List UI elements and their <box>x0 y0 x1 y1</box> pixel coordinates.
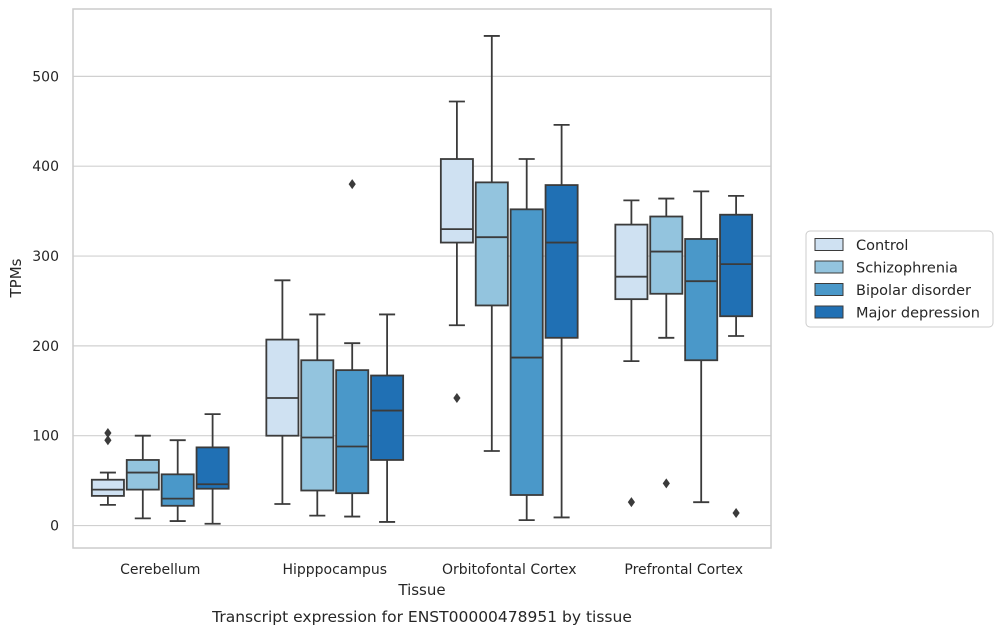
iqr-box <box>90 478 125 497</box>
box <box>90 428 125 506</box>
iqr-box <box>335 369 370 495</box>
outlier-point <box>453 392 461 403</box>
box <box>684 190 719 504</box>
outlier-point <box>662 478 670 489</box>
box <box>265 279 300 505</box>
y-tick-label: 500 <box>32 69 59 85</box>
iqr-box <box>439 158 474 244</box>
iqr-box <box>160 473 195 507</box>
boxes <box>90 35 754 525</box>
legend-label: Bipolar disorder <box>856 283 971 299</box>
box <box>544 123 579 519</box>
box <box>300 313 335 517</box>
box <box>474 35 509 452</box>
iqr-box <box>300 359 335 492</box>
x-tick-label: Prefrontal Cortex <box>624 562 743 578</box>
legend-label: Control <box>856 238 908 254</box>
y-tick-label: 200 <box>32 339 59 355</box>
box <box>335 179 370 518</box>
box <box>719 194 754 518</box>
box <box>649 197 684 489</box>
box <box>195 413 230 525</box>
iqr-box <box>614 223 649 301</box>
iqr-box <box>195 446 230 490</box>
iqr-box <box>684 238 719 362</box>
iqr-box <box>649 215 684 295</box>
iqr-box <box>719 213 754 318</box>
outlier-point <box>104 435 112 446</box>
outlier-point <box>104 428 112 439</box>
iqr-box <box>125 459 160 491</box>
box <box>439 100 474 403</box>
x-axis-title: Tissue <box>397 581 445 599</box>
box <box>509 158 544 522</box>
iqr-box <box>474 181 509 307</box>
x-tick-labels: Cerebellum Hipppocampus Orbitofontal Corte… <box>120 562 743 578</box>
y-tick-label: 400 <box>32 159 59 175</box>
chart-caption: Transcript expression for ENST0000047895… <box>211 608 632 626</box>
legend-swatch <box>814 238 844 251</box>
legend-frame <box>805 230 994 328</box>
box <box>370 313 405 523</box>
y-tick-label: 300 <box>32 249 59 265</box>
outlier-point <box>627 497 635 508</box>
y-tick-label: 0 <box>50 519 59 535</box>
outlier-point <box>732 507 740 518</box>
legend-label: Major depression <box>856 306 980 322</box>
box <box>160 439 195 522</box>
y-tick-label: 100 <box>32 429 59 445</box>
box <box>125 434 160 520</box>
y-axis-title: TPMs <box>7 258 25 298</box>
box <box>614 199 649 508</box>
iqr-box <box>544 184 579 339</box>
plot-frame <box>72 8 772 549</box>
legend: Control Schizophrenia Bipolar disorder Majo… <box>805 230 994 328</box>
iqr-box <box>509 208 544 496</box>
legend-swatch <box>814 305 844 319</box>
x-tick-label: Hipppocampus <box>282 562 387 578</box>
x-tick-label: Orbitofontal Cortex <box>442 562 577 578</box>
legend-swatch <box>814 260 844 274</box>
x-tick-label: Cerebellum <box>120 562 200 578</box>
iqr-box <box>370 374 405 461</box>
iqr-box <box>265 338 300 437</box>
y-tick-labels: 0 100 200 300 400 500 <box>32 69 59 534</box>
gridlines <box>73 75 771 527</box>
legend-swatch <box>814 283 844 296</box>
legend-label: Schizophrenia <box>856 261 958 277</box>
outlier-point <box>348 179 356 190</box>
